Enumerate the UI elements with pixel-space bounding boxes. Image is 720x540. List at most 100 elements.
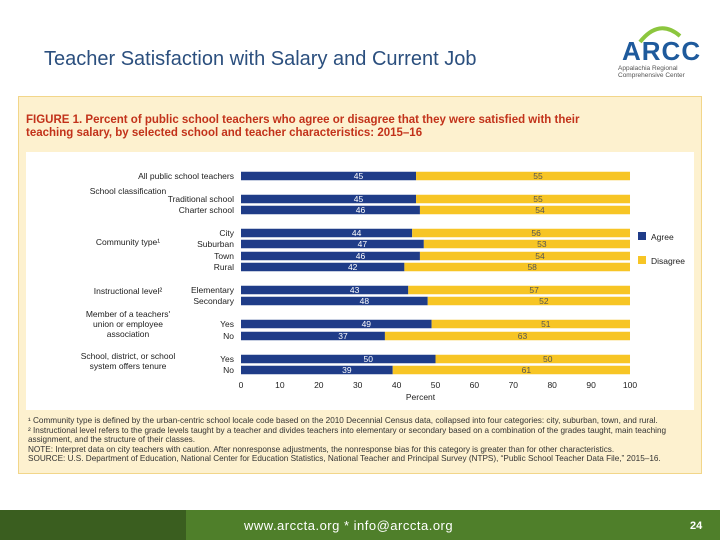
- data-label-disagree: 54: [535, 205, 545, 215]
- bar-disagree: [427, 296, 630, 306]
- data-label-agree: 48: [360, 296, 370, 306]
- data-label-agree: 46: [356, 205, 366, 215]
- bar-disagree: [423, 239, 630, 249]
- bar-agree: [241, 239, 424, 249]
- data-label-disagree: 57: [529, 285, 539, 295]
- category-label: Yes: [220, 354, 234, 364]
- data-label-disagree: 50: [543, 354, 553, 364]
- category-label: Traditional school: [168, 194, 234, 204]
- group-label: Community type¹: [96, 237, 160, 247]
- bar-agree: [241, 194, 417, 204]
- bar-disagree: [435, 354, 630, 364]
- x-tick-label: 60: [470, 380, 480, 390]
- bar-agree: [241, 285, 409, 295]
- bar-agree: [241, 319, 432, 329]
- data-label-disagree: 55: [533, 171, 543, 181]
- chart-panel: 45 55 All public school teachers 45 55 Tradit…: [26, 152, 694, 410]
- category-label: Charter school: [179, 205, 234, 215]
- bar-agree: [241, 228, 413, 238]
- category-label: Rural: [214, 262, 234, 272]
- legend-swatch-agree: [638, 232, 646, 240]
- group-label: School, district, or school: [81, 351, 176, 361]
- figure-title-line-1: FIGURE 1. Percent of public school teach…: [26, 114, 580, 126]
- bar-disagree: [416, 171, 630, 181]
- bar-disagree: [384, 331, 630, 341]
- bar-agree: [241, 365, 393, 375]
- x-tick-label: 10: [275, 380, 285, 390]
- data-label-agree: 47: [358, 239, 368, 249]
- note-line: ² Instructional level refers to the grad…: [28, 425, 667, 435]
- footer-bar: www.arccta.org * info@arccta.org 24: [0, 510, 720, 540]
- bar-agree: [241, 205, 420, 215]
- bar-disagree: [392, 365, 630, 375]
- footer-contact: www.arccta.org * info@arccta.org: [244, 518, 454, 533]
- data-label-agree: 46: [356, 251, 366, 261]
- group-label: association: [107, 329, 150, 339]
- category-label: No: [223, 331, 234, 341]
- bar-disagree: [416, 194, 630, 204]
- figure-notes: ¹ Community type is defined by the urban…: [28, 416, 700, 464]
- x-tick-label: 80: [547, 380, 557, 390]
- data-label-agree: 50: [364, 354, 374, 364]
- category-label: Elementary: [191, 285, 235, 295]
- category-label: Yes: [220, 319, 234, 329]
- data-label-agree: 39: [342, 365, 352, 375]
- logo-text: ARCC: [622, 36, 702, 66]
- x-tick-label: 0: [239, 380, 244, 390]
- note-line: NOTE: Interpret data on city teachers wi…: [28, 444, 615, 454]
- category-label: City: [219, 228, 234, 238]
- note-line: ¹ Community type is defined by the urban…: [28, 416, 658, 425]
- logo-subtitle: Appalachia Regional Comprehensive Center: [618, 65, 685, 79]
- data-label-disagree: 53: [537, 239, 547, 249]
- bar-disagree: [419, 205, 630, 215]
- data-label-disagree: 61: [522, 365, 532, 375]
- arcc-logo: ARCC Appalachia Regional Comprehensive C…: [614, 20, 704, 80]
- bar-agree: [241, 262, 405, 272]
- x-tick-label: 30: [353, 380, 363, 390]
- data-label-agree: 37: [338, 331, 348, 341]
- data-label-disagree: 54: [535, 251, 545, 261]
- group-label: system offers tenure: [90, 361, 167, 371]
- group-label: Instructional level²: [94, 286, 163, 296]
- x-tick-label: 20: [314, 380, 324, 390]
- note-line: assignment, and the structure of their c…: [28, 435, 196, 445]
- bar-agree: [241, 251, 420, 261]
- category-label: Town: [214, 251, 234, 261]
- bar-disagree: [419, 251, 630, 261]
- bar-disagree: [431, 319, 630, 329]
- footer-accent: [0, 510, 186, 540]
- data-label-disagree: 63: [518, 331, 528, 341]
- x-tick-label: 70: [509, 380, 519, 390]
- data-label-agree: 45: [354, 171, 364, 181]
- data-label-disagree: 51: [541, 319, 551, 329]
- category-label: No: [223, 365, 234, 375]
- category-label: Suburban: [197, 239, 234, 249]
- figure-title: FIGURE 1. Percent of public school teach…: [26, 114, 686, 140]
- bar-disagree: [412, 228, 630, 238]
- bar-disagree: [408, 285, 630, 295]
- category-label: Secondary: [193, 296, 234, 306]
- legend-swatch-disagree: [638, 256, 646, 264]
- data-label-disagree: 56: [531, 228, 541, 238]
- category-label: All public school teachers: [138, 171, 234, 181]
- data-label-disagree: 52: [539, 296, 549, 306]
- x-tick-label: 100: [623, 380, 637, 390]
- legend-label-disagree: Disagree: [651, 256, 685, 266]
- data-label-agree: 49: [362, 319, 372, 329]
- figure-title-line-2: teaching salary, by selected school and …: [26, 127, 423, 139]
- data-label-disagree: 55: [533, 194, 543, 204]
- group-label: Member of a teachers': [86, 309, 171, 319]
- page-number: 24: [690, 520, 703, 532]
- bar-agree: [241, 331, 385, 341]
- logo-arc-icon: [638, 26, 682, 44]
- bar-agree: [241, 296, 428, 306]
- stacked-bar-chart: 45 55 All public school teachers 45 55 Tradit…: [81, 171, 686, 402]
- x-axis-label: Percent: [406, 392, 436, 402]
- legend-label-agree: Agree: [651, 232, 674, 242]
- data-label-disagree: 58: [527, 262, 537, 272]
- x-tick-label: 40: [392, 380, 402, 390]
- bar-agree: [241, 354, 436, 364]
- slide-title: Teacher Satisfaction with Salary and Cur…: [44, 48, 477, 70]
- data-label-agree: 44: [352, 228, 362, 238]
- note-line: SOURCE: U.S. Department of Education, Na…: [28, 454, 661, 464]
